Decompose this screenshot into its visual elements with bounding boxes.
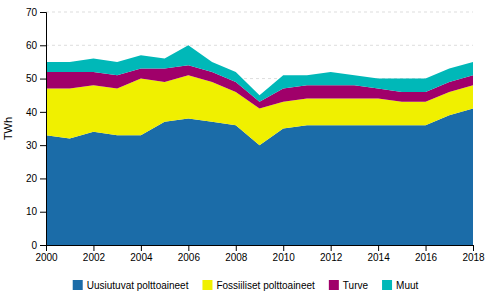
tick: 2014 [367, 245, 390, 263]
tick: 2018 [462, 245, 485, 263]
tick-mark [40, 212, 46, 213]
tick-label: 60 [26, 40, 38, 51]
tick-label: 2002 [83, 252, 106, 263]
tick-label: 2016 [415, 252, 438, 263]
tick-mark [93, 245, 94, 251]
tick-label: 2014 [367, 252, 390, 263]
legend-swatch [73, 280, 83, 290]
y-axis-label: TWh [2, 117, 14, 140]
tick-mark [473, 245, 474, 251]
tick-label: 2010 [273, 252, 296, 263]
legend-swatch [382, 280, 392, 290]
tick: 0 [31, 240, 46, 251]
tick-mark [236, 245, 237, 251]
grid-line [46, 45, 473, 46]
legend-item: Uusiutuvat polttoaineet [73, 280, 189, 291]
tick: 2008 [225, 245, 248, 263]
legend-item: Turve [329, 280, 369, 291]
tick-label: 2006 [178, 252, 201, 263]
legend-swatch [202, 280, 212, 290]
tick: 50 [26, 73, 46, 84]
tick-mark [40, 12, 46, 13]
tick-label: 20 [26, 173, 38, 184]
tick: 60 [26, 40, 46, 51]
tick-mark [188, 245, 189, 251]
y-axis: 0 10 20 30 40 50 60 70 [26, 7, 47, 251]
marks [46, 45, 473, 245]
axis-line [47, 246, 474, 252]
tick: 2004 [130, 245, 153, 263]
tick-label: 2004 [130, 252, 153, 263]
legend: Uusiutuvat polttoaineet Fossiiliset poltt… [73, 280, 419, 291]
tick-mark [40, 45, 46, 46]
legend-label: Turve [343, 280, 369, 291]
tick-label: 2018 [462, 252, 485, 263]
tick: 2010 [273, 245, 296, 263]
tick: 2002 [83, 245, 106, 263]
grid-line [46, 12, 473, 13]
tick-label: 40 [26, 107, 38, 118]
tick-label: 0 [31, 240, 37, 251]
tick-label: 2012 [320, 252, 343, 263]
plot-area: 2000200220042006200820102012201420162018… [2, 7, 485, 263]
legend-swatch [329, 280, 339, 290]
legend-item: Muut [382, 280, 418, 291]
tick: 10 [26, 206, 46, 217]
tick-label: 70 [26, 7, 38, 18]
tick: 2012 [320, 245, 343, 263]
tick: 2016 [415, 245, 438, 263]
tick-mark [40, 79, 46, 80]
tick-label: 30 [26, 140, 38, 151]
legend-label: Fossiiliset polttoaineet [216, 280, 315, 291]
tick-mark [40, 112, 46, 113]
tick: 70 [26, 7, 46, 18]
area [46, 45, 473, 102]
tick-mark [40, 145, 46, 146]
tick-label: 50 [26, 73, 38, 84]
tick: 2000 [35, 245, 58, 263]
tick-mark [40, 245, 46, 246]
axis-line [40, 13, 47, 246]
tick-mark [378, 245, 379, 251]
tick-label: 10 [26, 206, 38, 217]
tick-mark [331, 245, 332, 251]
tick: 30 [26, 140, 46, 151]
grid [46, 12, 473, 245]
x-axis: 2000 2002 2004 2006 2008 2010 2012 2014 2016 2018 [35, 245, 485, 263]
tick-mark [283, 245, 284, 251]
tick-label: 2008 [225, 252, 248, 263]
legend-item: Fossiiliset polttoaineet [202, 280, 315, 291]
tick: 2006 [178, 245, 201, 263]
legend-label: Uusiutuvat polttoaineet [87, 280, 189, 291]
tick-mark [141, 245, 142, 251]
chart: 2000200220042006200820102012201420162018… [0, 0, 491, 303]
tick-label: 2000 [35, 252, 58, 263]
tick-mark [426, 245, 427, 251]
legend-label: Muut [396, 280, 418, 291]
tick: 40 [26, 107, 46, 118]
tick-mark [40, 178, 46, 179]
tick: 20 [26, 173, 46, 184]
